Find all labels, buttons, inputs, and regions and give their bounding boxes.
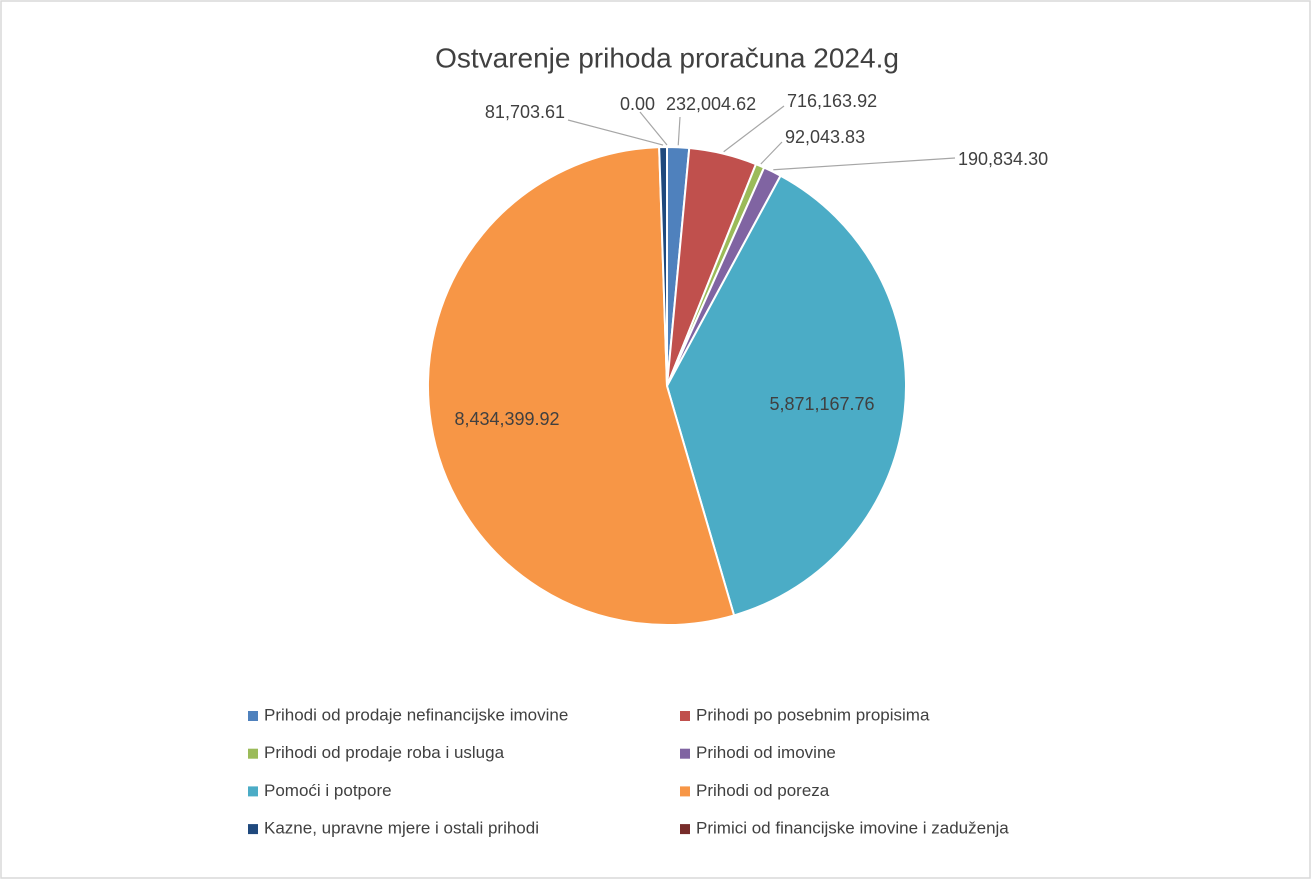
legend-label: Prihodi od imovine	[696, 743, 836, 762]
legend-label: Prihodi po posebnim propisima	[696, 705, 930, 724]
legend-swatch	[680, 824, 690, 835]
data-label: 232,004.62	[666, 94, 756, 114]
legend-swatch	[248, 748, 258, 759]
legend-swatch	[248, 824, 258, 835]
legend-label: Prihodi od prodaje nefinancijske imovine	[264, 705, 568, 724]
leader-line	[639, 111, 668, 146]
leader-line	[677, 116, 681, 146]
data-label: 8,434,399.92	[454, 409, 559, 429]
leader-line	[723, 105, 785, 153]
pie-slice	[427, 146, 736, 626]
legend-label: Prihodi od prodaje roba i usluga	[264, 743, 505, 762]
legend-label: Prihodi od poreza	[696, 781, 830, 800]
pie-slice	[665, 174, 907, 617]
legend-label: Primici od financijske imovine i zadužen…	[696, 819, 1009, 838]
data-label: 0.00	[620, 94, 655, 114]
leader-line	[567, 119, 664, 146]
chart-title: Ostvarenje prihoda proračuna 2024.g	[435, 42, 899, 73]
data-label: 716,163.92	[787, 91, 877, 111]
legend-swatch	[248, 711, 258, 721]
leader-line	[773, 157, 956, 171]
legend-swatch	[248, 786, 258, 797]
legend-swatch	[680, 786, 690, 797]
legend-swatch	[680, 711, 690, 721]
data-label: 5,871,167.76	[769, 394, 874, 414]
legend-label: Pomoći i potpore	[264, 781, 392, 800]
legend-label: Kazne, upravne mjere i ostali prihodi	[264, 819, 539, 838]
data-label: 190,834.30	[958, 149, 1048, 169]
legend-swatch	[680, 748, 690, 759]
data-label: 81,703.61	[485, 102, 565, 122]
leader-line	[760, 141, 783, 165]
data-label: 92,043.83	[785, 127, 865, 147]
